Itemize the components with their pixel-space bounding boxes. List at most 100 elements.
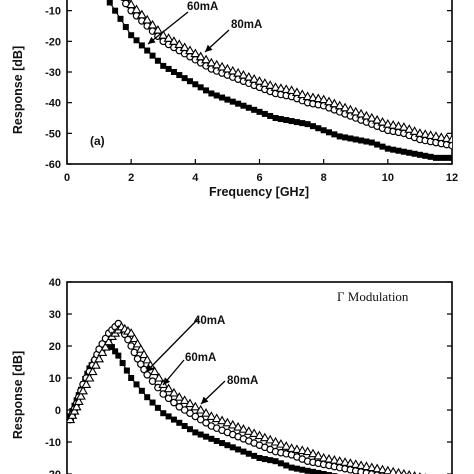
top-series-0-point — [112, 7, 119, 14]
bottom-series-2-point — [286, 443, 297, 452]
top-series-0-point — [309, 123, 316, 130]
top-series-2-point — [382, 119, 393, 128]
top-y-tick-label: -40 — [45, 98, 61, 110]
top-x-tick-label: 8 — [321, 172, 327, 184]
bottom-series-0-point — [309, 468, 316, 474]
bottom-series-2-point — [71, 401, 82, 411]
top-series-0-point — [240, 102, 247, 109]
bottom-series-2-point — [126, 328, 137, 337]
panel-top-chart: -10 -20 -30 -40 -50 -600 2 4 6 8 10 12 Response [dB… — [11, 0, 458, 199]
bottom-series-2-point — [142, 354, 153, 364]
bottom-series-2-point — [356, 460, 367, 470]
bottom-y-tick-label: -20 — [45, 469, 61, 474]
top-series-0-point — [427, 153, 434, 160]
arrow-60mA-top — [147, 11, 189, 45]
top-series-0-point — [154, 57, 161, 64]
top-series-2-point — [377, 116, 388, 126]
top-series-0-point — [438, 154, 445, 161]
top-series-0-point — [277, 116, 284, 123]
bottom-series-2-point — [340, 457, 351, 466]
bottom-series-2-point — [84, 372, 95, 382]
top-series-0-point — [122, 24, 129, 31]
top-y-tick-label: -30 — [45, 67, 61, 79]
bottom-series-2-point — [206, 411, 217, 420]
bottom-series-0-point — [128, 375, 135, 381]
top-series-0-point — [449, 154, 452, 161]
top-series-2-point — [163, 33, 174, 42]
bottom-series-0-point — [272, 458, 279, 465]
bottom-series-0-point — [283, 462, 290, 469]
bottom-series-1-point — [127, 342, 135, 350]
bottom-series-2-point — [394, 467, 403, 474]
bottom-series-0-point — [293, 465, 300, 472]
top-series-0-point — [272, 115, 279, 121]
bottom-series-2-point — [222, 417, 233, 427]
bottom-series-1-point — [180, 406, 189, 414]
gamma-modulation-label: Γ Modulation — [337, 289, 409, 304]
top-series-2-point — [329, 98, 340, 108]
bottom-series-1-point — [136, 360, 145, 368]
top-series-2-point — [409, 126, 420, 135]
top-series-0-point — [416, 151, 423, 158]
top-series-2-point — [436, 132, 447, 141]
bottom-series-0-point — [203, 433, 210, 440]
bottom-series-2-point — [211, 413, 222, 423]
top-series-0-point — [261, 110, 268, 117]
top-series-2-point — [441, 133, 452, 142]
top-series-0-point — [245, 104, 252, 111]
bottom-series-0-point — [256, 455, 263, 461]
bottom-series-2-line — [69, 326, 407, 474]
top-series-0-point — [411, 150, 418, 157]
top-series-2-point — [356, 108, 367, 118]
bottom-series-0-point — [261, 456, 268, 463]
top-series-2-point — [249, 74, 260, 83]
bottom-series-2-point — [67, 410, 78, 419]
top-series-2-point — [334, 100, 345, 110]
top-series-2-point — [270, 82, 281, 91]
top-series-2-point — [447, 134, 452, 144]
bottom-series-0-point — [315, 469, 322, 474]
top-y-tick-label: -20 — [45, 36, 61, 48]
top-series-0-point — [251, 106, 258, 113]
bottom-series-0-point — [144, 394, 151, 401]
bottom-series-0-point — [165, 413, 172, 420]
top-series-0-point — [374, 141, 381, 148]
top-series-0-point — [128, 32, 135, 39]
top-series-2-point — [126, 0, 137, 9]
top-x-tick-label: 10 — [382, 172, 394, 184]
bottom-series-2-point — [81, 379, 92, 388]
bottom-series-2-point — [318, 452, 329, 462]
annotation-80mA-top: 80mA — [231, 19, 262, 31]
bottom-series-2-point — [275, 439, 286, 448]
bottom-series-1-point — [143, 370, 152, 379]
top-series-2-point — [136, 9, 147, 19]
bottom-series-2-point — [201, 408, 211, 417]
bottom-series-1-point — [164, 394, 173, 403]
bottom-series-2-point — [243, 426, 254, 435]
top-series-0-point — [358, 137, 365, 144]
top-series-2-point — [243, 72, 254, 81]
annotation-60mA: 60mA — [187, 1, 218, 13]
bottom-y-tick-label: 10 — [49, 373, 61, 385]
bottom-series-2-point — [308, 448, 318, 458]
top-series-2-point — [340, 102, 351, 112]
bottom-series-0-point — [277, 460, 284, 467]
top-series-2-point — [324, 96, 334, 106]
bottom-series-1-point — [159, 390, 168, 398]
top-series-2-point — [366, 112, 377, 122]
bottom-series-2-point — [154, 372, 164, 382]
bottom-series-0-point — [224, 442, 231, 449]
top-series-0-point — [149, 52, 156, 59]
top-series-2-point — [388, 120, 399, 129]
top-series-2-point — [233, 67, 244, 77]
top-series-0-point — [390, 146, 397, 153]
bottom-series-2-point — [270, 436, 281, 446]
bottom-series-1-point — [170, 398, 178, 407]
top-series-2-point — [398, 122, 409, 131]
panel-label-a: (a) — [90, 134, 105, 148]
top-series-1-point — [448, 141, 452, 150]
top-series-0-point — [395, 147, 402, 154]
top-series-2-point — [227, 65, 238, 75]
bottom-series-0-point — [208, 435, 215, 442]
bottom-series-1-point — [196, 415, 205, 424]
